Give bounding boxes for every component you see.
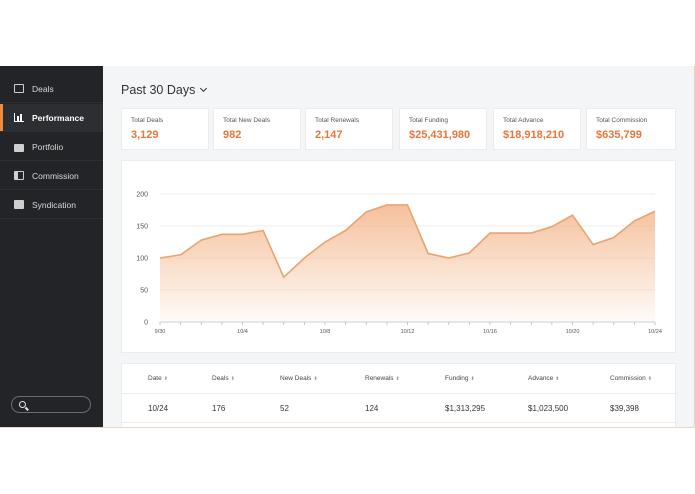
column-header[interactable]: Commission ⬍ bbox=[610, 375, 652, 382]
sidebar-item-label: Deals bbox=[32, 83, 54, 94]
summary-card-total-funding: Total Funding $25,431,980 bbox=[399, 108, 487, 150]
column-header-label: Deals bbox=[212, 375, 229, 382]
app-window: Deals Performance Portfolio Commission S… bbox=[0, 66, 695, 428]
summary-card-total-advance: Total Advance $18,918,210 bbox=[493, 108, 581, 150]
card-label: Total Commission bbox=[596, 117, 648, 124]
sidebar-item-label: Syndication bbox=[32, 199, 76, 210]
x-tick-label: 10/24 bbox=[648, 329, 662, 335]
divider bbox=[122, 393, 677, 394]
sort-icon: ⬍ bbox=[647, 376, 652, 382]
sidebar-item-label: Performance bbox=[32, 112, 84, 123]
card-value: 2,147 bbox=[315, 129, 343, 141]
sort-icon: ⬍ bbox=[313, 376, 318, 382]
y-tick-label: 0 bbox=[144, 320, 148, 327]
column-header-label: Funding bbox=[445, 375, 469, 382]
summary-card-total-new-deals: Total New Deals 982 bbox=[213, 108, 301, 150]
bar-chart-icon bbox=[14, 113, 24, 122]
x-tick-label: 10/8 bbox=[320, 329, 331, 335]
y-tick-label: 50 bbox=[140, 288, 148, 295]
table-cell: 124 bbox=[365, 404, 379, 413]
card-value: 982 bbox=[223, 129, 242, 141]
column-header-label: Advance bbox=[528, 375, 554, 382]
search-input[interactable] bbox=[11, 396, 91, 413]
summary-card-total-renewals: Total Renewals 2,147 bbox=[305, 108, 393, 150]
sort-icon: ⬍ bbox=[470, 376, 475, 382]
table-cell: 176 bbox=[212, 404, 226, 413]
chart-svg: 0 50 100 150 200 9/30 10/4 10/8 10/12 10/16 10/20 1… bbox=[136, 192, 662, 336]
area-fill bbox=[160, 204, 655, 322]
card-label: Total Deals bbox=[131, 117, 164, 124]
table-cell: 10/24 bbox=[148, 404, 169, 413]
table-cell: $1,313,295 bbox=[445, 404, 486, 413]
sort-icon: ⬍ bbox=[395, 376, 400, 382]
table-cell: 52 bbox=[280, 404, 289, 413]
sidebar-item-portfolio[interactable]: Portfolio bbox=[0, 133, 103, 161]
column-header-label: New Deals bbox=[280, 375, 312, 382]
sidebar-item-deals[interactable]: Deals bbox=[0, 75, 103, 103]
summary-card-total-commission: Total Commission $635,799 bbox=[586, 108, 676, 150]
card-value: $18,918,210 bbox=[503, 129, 565, 141]
chevron-down-icon bbox=[200, 84, 208, 93]
series-line bbox=[159, 204, 656, 279]
x-tick-label: 9/30 bbox=[155, 329, 166, 335]
y-tick-label: 200 bbox=[136, 192, 148, 199]
column-header-label: Renewals bbox=[365, 375, 394, 382]
card-value: 3,129 bbox=[131, 129, 159, 141]
x-tick-label: 10/16 bbox=[483, 329, 497, 335]
divider bbox=[122, 422, 677, 423]
column-header-label: Date bbox=[148, 375, 162, 382]
card-value: $635,799 bbox=[596, 129, 642, 141]
table-cell: $1,023,500 bbox=[528, 404, 569, 413]
sort-icon: ⬍ bbox=[163, 376, 168, 382]
card-label: Total New Deals bbox=[223, 117, 270, 124]
card-icon bbox=[14, 171, 24, 180]
sidebar-item-label: Commission bbox=[32, 170, 79, 181]
column-header-label: Commission bbox=[610, 375, 646, 382]
column-header[interactable]: New Deals ⬍ bbox=[280, 375, 318, 382]
column-header[interactable]: Advance ⬍ bbox=[528, 375, 560, 382]
y-tick-label: 150 bbox=[136, 224, 148, 231]
x-tick-label: 10/4 bbox=[237, 329, 248, 335]
column-header[interactable]: Date ⬍ bbox=[148, 375, 168, 382]
card-value: $25,431,980 bbox=[409, 129, 471, 141]
performance-chart: 0 50 100 150 200 9/30 10/4 10/8 10/12 10/16 10/20 1… bbox=[121, 160, 676, 353]
sidebar: Deals Performance Portfolio Commission S… bbox=[0, 66, 103, 427]
id-card-icon bbox=[14, 200, 24, 209]
column-header[interactable]: Funding ⬍ bbox=[445, 375, 475, 382]
performance-table: Date ⬍ Deals ⬍ New Deals ⬍ Renewals ⬍ Funding ⬍ Ad… bbox=[121, 363, 677, 427]
briefcase-icon bbox=[14, 143, 24, 152]
sidebar-item-label: Portfolio bbox=[32, 141, 64, 152]
column-header[interactable]: Deals ⬍ bbox=[212, 375, 235, 382]
column-header[interactable]: Renewals ⬍ bbox=[365, 375, 400, 382]
sidebar-item-commission[interactable]: Commission bbox=[0, 162, 103, 190]
sidebar-item-performance[interactable]: Performance bbox=[0, 104, 103, 132]
period-selector[interactable]: Past 30 Days bbox=[121, 83, 208, 97]
monitor-icon bbox=[14, 84, 24, 93]
card-label: Total Renewals bbox=[315, 117, 360, 124]
card-label: Total Advance bbox=[503, 117, 544, 124]
x-tick-label: 10/12 bbox=[401, 329, 415, 335]
sort-icon: ⬍ bbox=[230, 376, 235, 382]
search-icon bbox=[19, 401, 26, 408]
x-tick-label: 10/20 bbox=[566, 329, 580, 335]
table-cell: $39,398 bbox=[610, 404, 639, 413]
y-tick-label: 100 bbox=[136, 256, 148, 263]
card-label: Total Funding bbox=[409, 117, 449, 124]
summary-card-total-deals: Total Deals 3,129 bbox=[121, 108, 209, 150]
sort-icon: ⬍ bbox=[555, 376, 560, 382]
main-content: Past 30 Days Total Deals 3,129 Total New… bbox=[103, 66, 694, 427]
sidebar-item-syndication[interactable]: Syndication bbox=[0, 191, 103, 219]
period-label: Past 30 Days bbox=[121, 83, 196, 97]
